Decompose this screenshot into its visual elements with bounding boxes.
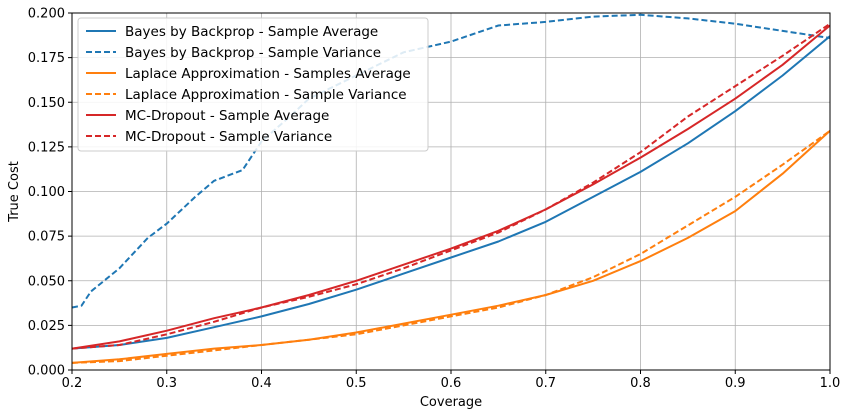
legend-box [77,17,429,152]
x-tick-label: 0.8 [630,376,651,391]
x-tick-label: 0.3 [156,376,177,391]
y-tick-label: 0.125 [28,140,65,155]
series-lines [72,13,830,364]
y-tick-label: 0.050 [28,274,65,289]
y-tick-label: 0.025 [28,319,65,334]
y-tick-label: 0.200 [28,7,65,22]
legend-label-1: Bayes by Backprop - Sample Variance [125,45,381,61]
x-tick-label: 1.0 [820,376,841,391]
x-tick-label: 0.5 [346,376,367,391]
x-tick-label: 0.9 [725,376,746,391]
series-line-3 [72,129,830,364]
y-tick-label: 0.075 [28,230,65,245]
series-line-4 [72,24,830,350]
legend-label-3: Laplace Approximation - Sample Variance [125,87,407,103]
series-line-1 [72,13,830,309]
x-tick-label: 0.6 [441,376,462,391]
y-tick-label: 0.100 [28,185,65,200]
series-line-2 [72,130,830,364]
x-tick-label: 0.2 [62,376,83,391]
legend-label-5: MC-Dropout - Sample Variance [125,129,332,145]
x-axis-label: Coverage [420,395,482,410]
x-tick-label: 0.4 [251,376,272,391]
y-axis-label: True Cost [7,161,22,223]
series-line-0 [72,35,830,350]
y-tick-label: 0.000 [28,364,65,379]
axis-ticks: 0.2 0.3 0.4 0.5 0.6 0.7 0.8 0.9 1.0 0.000 0.025 0.0… [28,7,841,392]
y-tick-label: 0.175 [28,51,65,66]
series-line-5 [72,22,830,350]
legend-label-2: Laplace Approximation - Samples Average [125,66,411,82]
legend-label-0: Bayes by Backprop - Sample Average [125,24,378,40]
legend-label-4: MC-Dropout - Sample Average [125,108,329,124]
y-tick-label: 0.150 [28,96,65,111]
x-tick-label: 0.7 [535,376,556,391]
legend: Bayes by Backprop - Sample Average Bayes … [77,17,429,152]
